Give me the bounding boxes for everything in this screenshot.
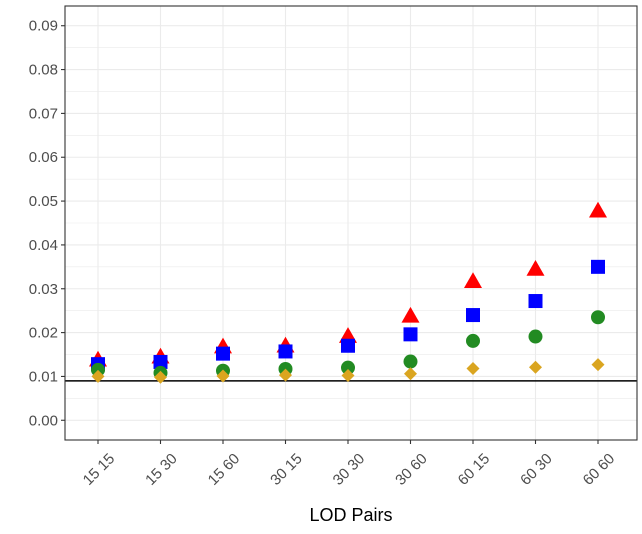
triangle-point — [401, 306, 420, 323]
circle-point — [466, 333, 480, 348]
x-tick-label: 60 30 — [517, 450, 556, 489]
diamond-point — [279, 368, 292, 382]
diamond-point — [216, 369, 230, 383]
x-tick-label: 15 30 — [142, 450, 181, 489]
x-axis-title: LOD Pairs — [309, 505, 392, 525]
x-axis: 15 15 15 30 15 60 30 15 30 30 30 60 60 15 60 30… — [80, 440, 619, 489]
square-point — [341, 338, 355, 353]
circle-point — [528, 329, 543, 344]
diamond-point — [529, 360, 542, 374]
data-points — [89, 201, 607, 384]
y-tick-label: 0.07 — [29, 105, 58, 122]
triangle-point — [589, 201, 607, 218]
y-tick-label: 0.01 — [29, 368, 58, 385]
square-point — [591, 259, 605, 274]
circle-point — [403, 354, 418, 369]
diamond-point — [154, 370, 167, 384]
x-tick-label: 15 60 — [205, 450, 244, 489]
diamond-point — [91, 369, 105, 383]
x-tick-label: 30 15 — [267, 450, 306, 489]
circle-point — [91, 362, 105, 377]
diamond-point — [466, 362, 480, 376]
x-tick-label: 30 60 — [392, 450, 431, 489]
triangle-point — [526, 260, 545, 276]
square-point — [528, 294, 543, 309]
square-point — [466, 308, 480, 323]
square-point — [153, 354, 168, 369]
y-tick-label: 0.02 — [29, 325, 58, 342]
y-tick-label: 0.03 — [29, 281, 58, 298]
square-point — [403, 327, 418, 342]
x-tick-label: 60 15 — [455, 450, 494, 489]
x-tick-label: 30 30 — [330, 450, 369, 489]
x-tick-label: 60 60 — [580, 450, 619, 489]
y-tick-label: 0.04 — [29, 237, 58, 254]
square-point — [278, 344, 293, 359]
diamond-point — [404, 367, 417, 381]
diamond-point — [341, 369, 355, 383]
y-tick-label: 0.05 — [29, 193, 58, 210]
square-point — [216, 346, 230, 361]
y-tick-label: 0.06 — [29, 149, 58, 166]
circle-point — [591, 310, 605, 325]
circle-point — [341, 360, 355, 375]
triangle-point — [464, 272, 482, 289]
y-tick-label: 0.00 — [29, 412, 58, 429]
plot-panel-border — [64, 5, 638, 441]
x-tick-label: 15 15 — [80, 450, 119, 489]
diamond-point — [591, 358, 605, 372]
y-tick-label: 0.09 — [29, 18, 58, 35]
y-tick-label: 0.08 — [29, 62, 58, 79]
y-axis: 0.00 0.01 0.02 0.03 0.04 0.05 0.06 0.07 0.08 0.09 — [29, 18, 65, 429]
